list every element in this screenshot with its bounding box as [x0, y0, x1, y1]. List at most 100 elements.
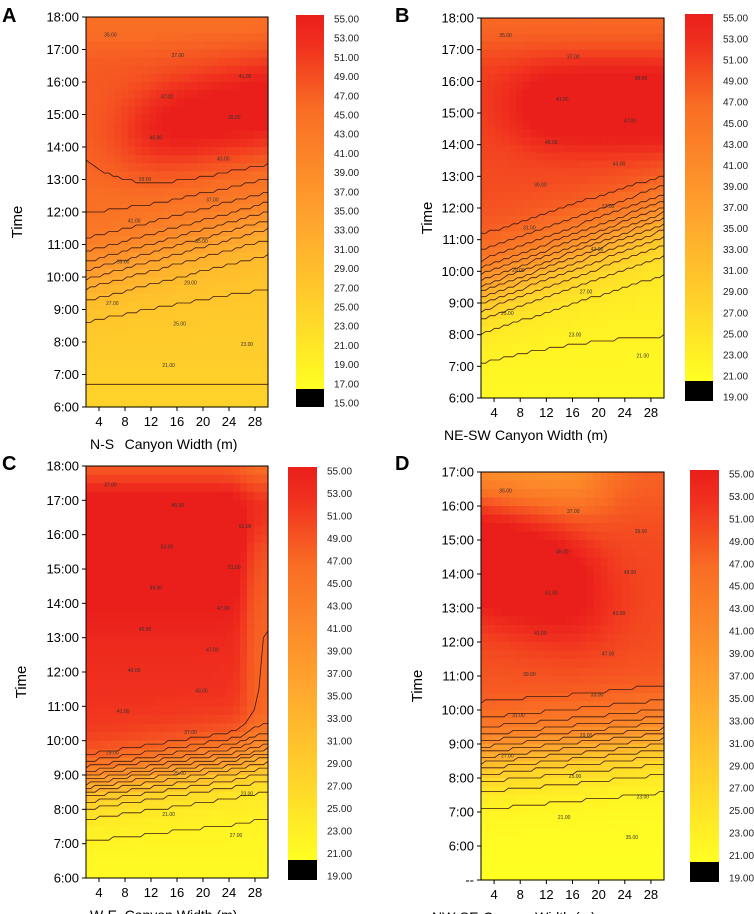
heat-cell [135, 775, 143, 785]
heat-cell [100, 543, 108, 553]
heat-cell [586, 136, 595, 146]
heat-cell [642, 303, 651, 312]
heat-cell [502, 200, 510, 209]
heat-cell [142, 33, 150, 42]
heat-cell [635, 239, 644, 249]
heat-cell [212, 680, 220, 690]
heat-cell [233, 543, 241, 553]
heat-cell [128, 236, 136, 246]
heat-cell [198, 809, 206, 819]
heat-cell [86, 543, 94, 553]
heat-cell [212, 147, 220, 156]
heat-cell [191, 594, 199, 604]
heat-cell [481, 625, 489, 635]
heat-cell [261, 852, 269, 862]
heat-cell [593, 239, 602, 249]
heat-cell [537, 33, 545, 43]
heat-cell [628, 65, 637, 75]
heat-cell [488, 25, 496, 35]
heat-cell [642, 667, 651, 677]
heat-cell [502, 548, 510, 558]
heat-cell [184, 301, 192, 311]
heat-cell [121, 680, 129, 690]
heat-cell [593, 591, 602, 601]
heat-cell [628, 506, 637, 516]
heat-cell [205, 654, 213, 665]
heat-cell [614, 676, 623, 686]
heat-cell [593, 480, 602, 490]
heat-cell [502, 642, 510, 652]
heat-cell [649, 382, 658, 391]
contour-fill [86, 466, 269, 879]
heat-cell [156, 491, 164, 501]
heat-cell [163, 130, 171, 140]
heat-cell [537, 727, 545, 737]
heat-cell [656, 73, 665, 82]
heat-cell [135, 654, 143, 665]
heat-cell [114, 342, 122, 351]
heat-cell [135, 543, 143, 553]
heat-cell [226, 65, 234, 75]
heat-cell [481, 744, 489, 754]
heat-cell [240, 187, 248, 197]
heat-cell [516, 18, 524, 27]
heat-cell [635, 727, 644, 737]
heat-cell [579, 303, 588, 312]
heat-cell [86, 317, 94, 327]
contour-line [86, 747, 269, 779]
heat-cell [93, 835, 101, 845]
heat-cell [184, 325, 192, 335]
heat-cell [240, 586, 248, 596]
heat-cell [558, 599, 567, 609]
heat-cell [261, 526, 269, 536]
heat-cell [614, 287, 623, 296]
heat-cell [607, 342, 616, 352]
heat-cell [551, 215, 560, 225]
heat-cell [635, 480, 644, 490]
heat-cell [600, 565, 609, 575]
heat-cell [170, 672, 178, 682]
heat-cell [191, 637, 199, 647]
heat-cell [523, 761, 531, 771]
heat-cell [516, 295, 524, 304]
heat-cell [198, 672, 206, 682]
heat-cell [607, 89, 616, 98]
heat-cell [516, 531, 524, 541]
heat-cell [628, 480, 637, 490]
heat-cell [607, 318, 616, 328]
heat-cell [170, 163, 178, 172]
heat-cell [593, 574, 602, 584]
heat-cell [240, 252, 248, 262]
heat-cell [572, 514, 581, 524]
heat-cell [516, 599, 524, 609]
heat-cell [114, 277, 122, 286]
heat-cell [240, 333, 248, 343]
heat-cell [107, 333, 115, 343]
heat-cell [107, 236, 115, 246]
heat-cell [656, 727, 665, 737]
heat-cell [100, 17, 108, 26]
heat-cell [191, 586, 199, 596]
heat-cell [593, 25, 602, 35]
heat-cell [184, 646, 192, 656]
heat-cell [254, 325, 262, 335]
heat-cell [551, 342, 560, 352]
heat-cell [481, 287, 489, 296]
heat-cell [121, 398, 129, 408]
heat-cell [177, 766, 185, 776]
heat-cell [205, 732, 213, 742]
heat-cell [261, 25, 269, 34]
heat-cell [558, 81, 567, 90]
heat-cell [607, 684, 616, 694]
heat-cell [565, 271, 574, 280]
heat-cell [128, 342, 136, 351]
heat-cell [191, 382, 199, 392]
heat-cell [254, 714, 262, 725]
heat-cell [481, 18, 489, 27]
y-tick-label: 10:00 [46, 270, 79, 285]
heat-cell [509, 591, 517, 601]
heat-cell [226, 474, 234, 484]
heat-cell [135, 809, 143, 819]
heat-cell [191, 843, 199, 853]
heat-cell [523, 18, 531, 27]
